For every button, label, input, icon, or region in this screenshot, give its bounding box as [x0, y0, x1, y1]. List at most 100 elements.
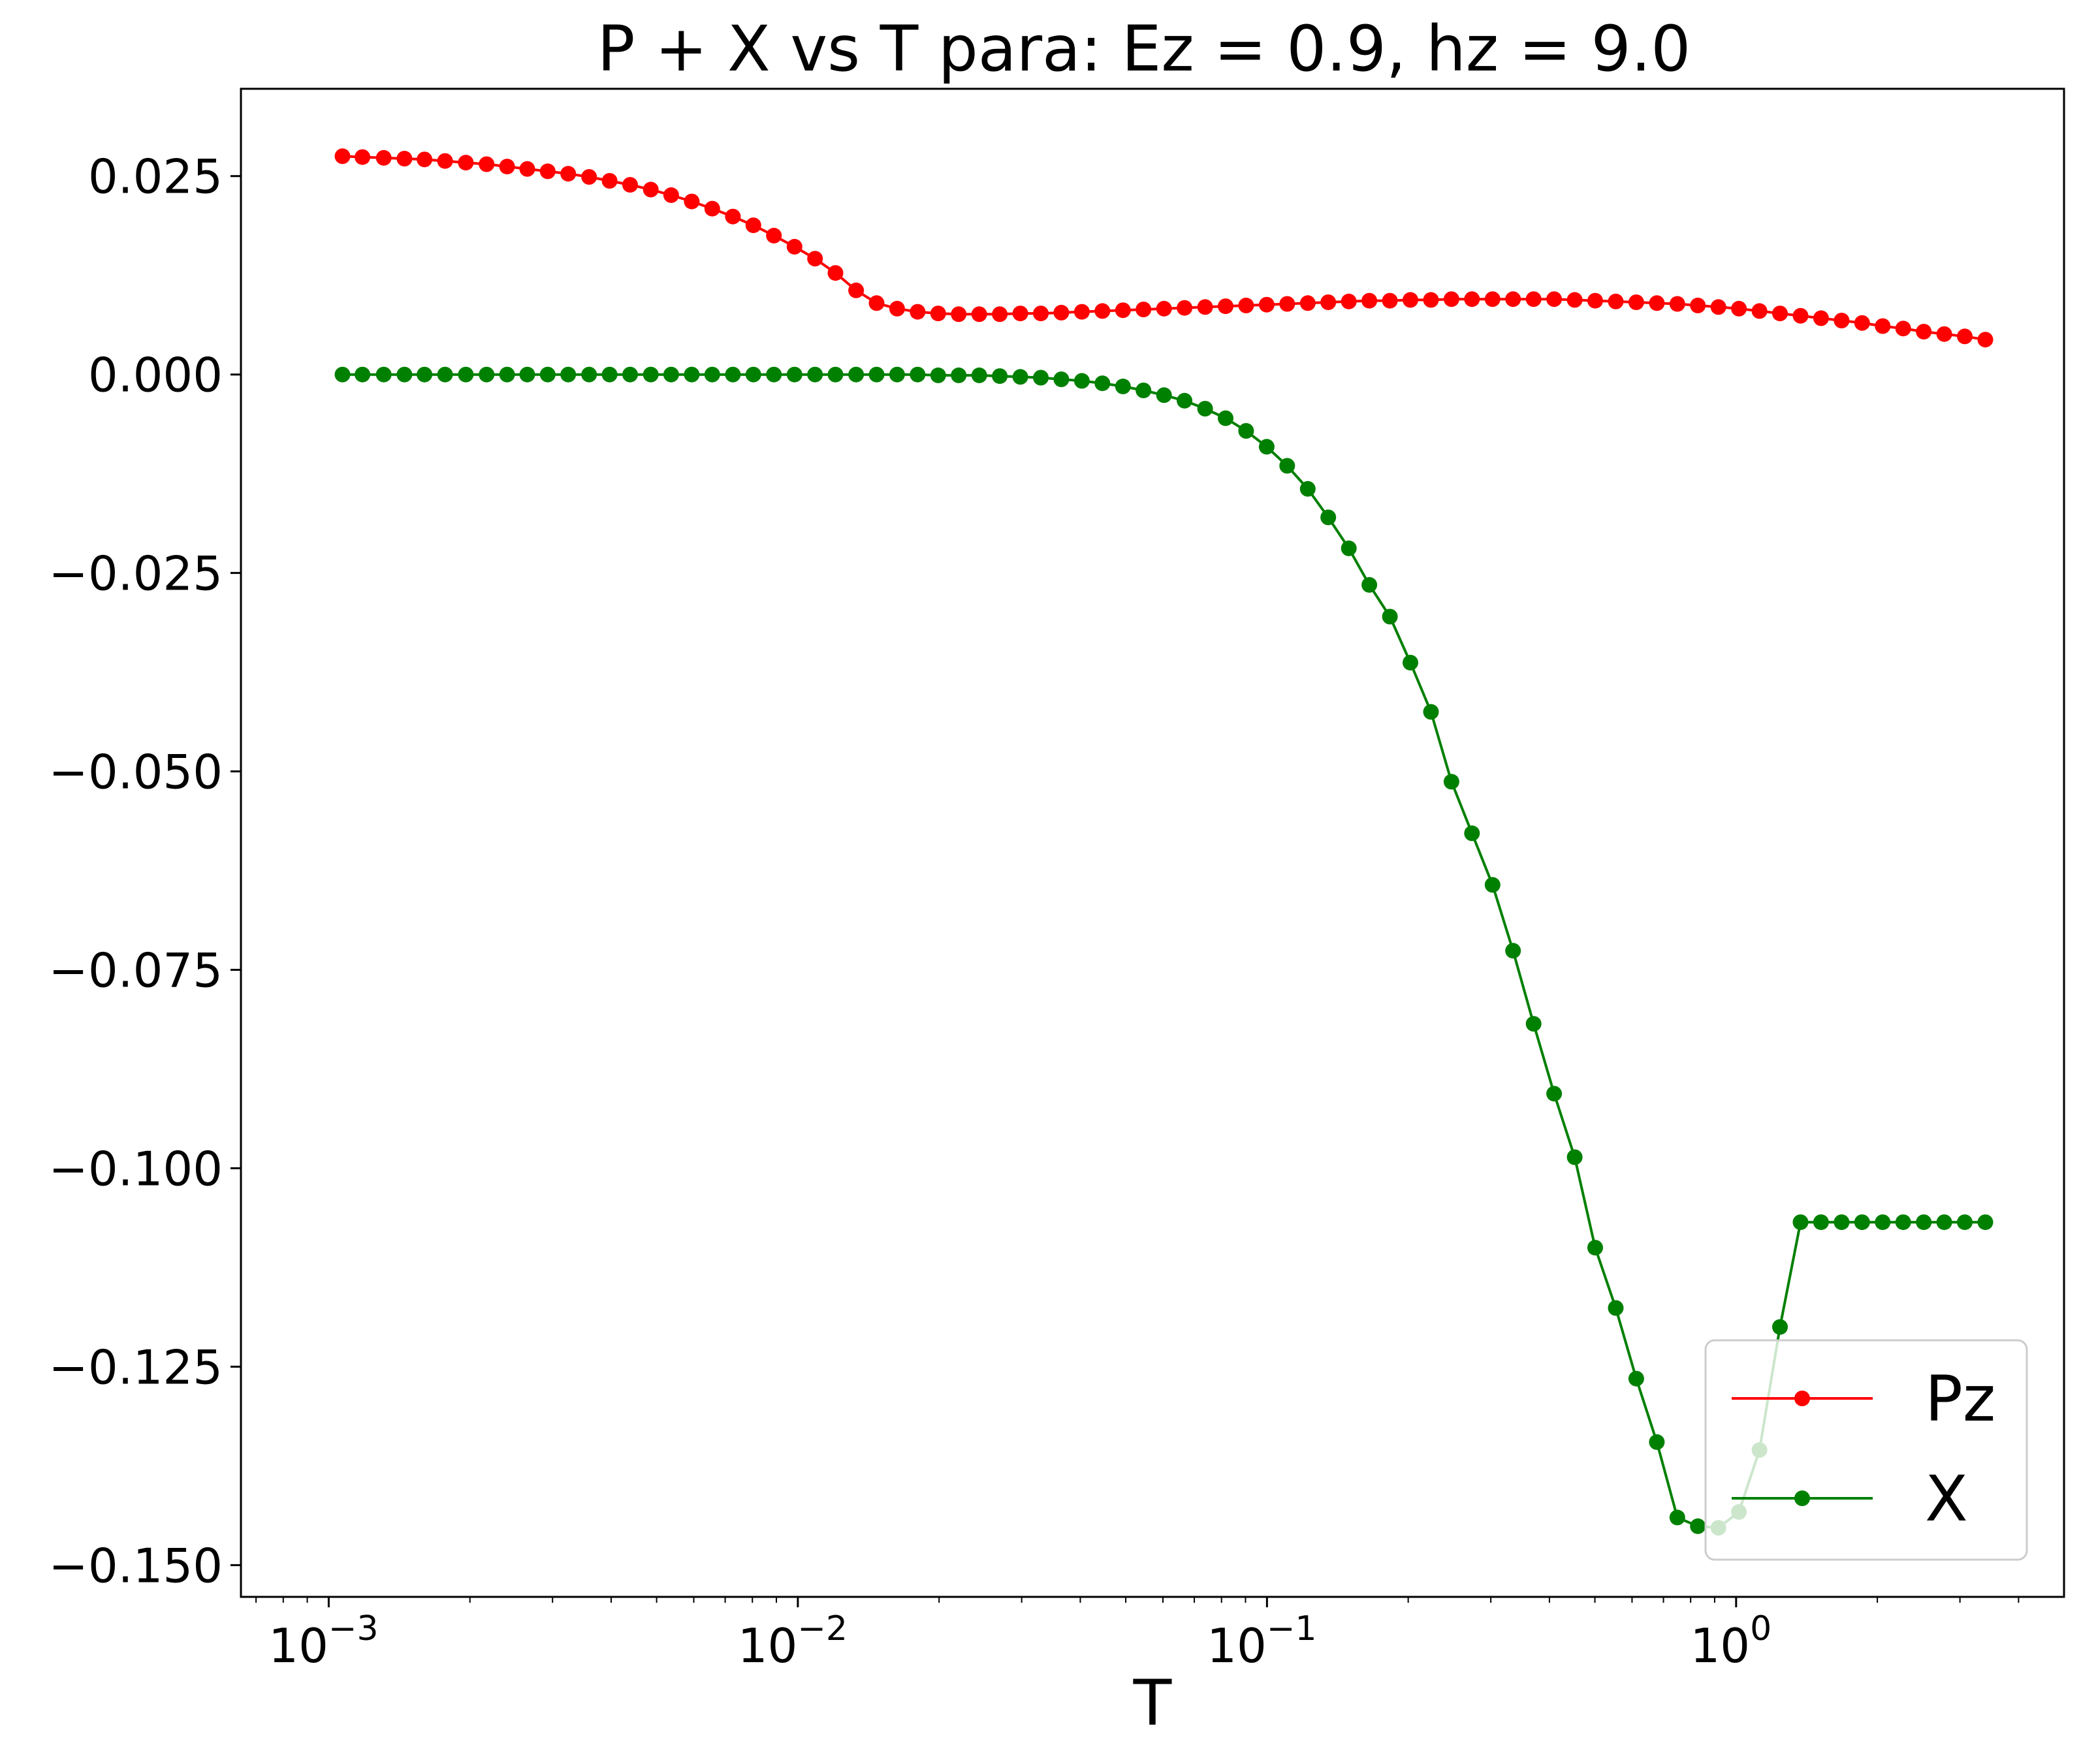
data-point: [1320, 509, 1337, 526]
data-point: [499, 366, 515, 383]
data-point: [1197, 299, 1213, 315]
data-point: [1115, 302, 1131, 319]
y-tick-label: −0.075: [49, 943, 223, 998]
y-tick-label: −0.125: [49, 1340, 223, 1394]
data-point: [1382, 608, 1398, 625]
data-point: [1628, 294, 1644, 310]
data-point: [1649, 1434, 1665, 1450]
data-point: [1690, 1518, 1706, 1534]
legend-label-Pz: Pz: [1925, 1362, 1995, 1436]
data-point: [643, 366, 659, 383]
data-point: [1710, 299, 1726, 315]
data-point: [1258, 296, 1275, 313]
data-point: [1218, 298, 1233, 315]
data-point: [1505, 943, 1521, 959]
data-point: [1423, 704, 1439, 720]
data-point: [1382, 292, 1398, 309]
data-point: [1279, 296, 1295, 312]
data-point: [868, 366, 885, 383]
data-point: [1299, 480, 1316, 497]
data-point: [560, 366, 577, 383]
data-point: [601, 173, 618, 189]
data-point: [1669, 1509, 1685, 1526]
data-point: [1854, 315, 1870, 331]
data-point: [1772, 306, 1788, 322]
data-point: [375, 150, 392, 166]
x-tick-label: 10−3: [268, 1609, 378, 1673]
data-point: [1772, 1319, 1788, 1335]
data-point: [1094, 375, 1111, 392]
data-point: [539, 366, 556, 383]
data-point: [1464, 291, 1480, 307]
data-point: [499, 159, 515, 175]
data-point: [889, 300, 905, 317]
data-point: [1423, 292, 1439, 308]
data-point: [1012, 369, 1028, 385]
y-tick-label: −0.025: [49, 546, 223, 601]
data-point: [684, 366, 700, 383]
data-point: [581, 169, 597, 185]
data-point: [417, 151, 433, 168]
data-point: [1464, 825, 1480, 842]
data-point: [663, 187, 679, 203]
data-point: [1792, 1214, 1809, 1231]
data-point: [1587, 1240, 1603, 1256]
data-point: [1341, 540, 1357, 556]
y-tick-label: −0.150: [49, 1538, 223, 1593]
data-point: [1649, 295, 1665, 311]
y-axis: 0.025 0.000 −0.025 −0.050 −0.075 −0.100 −0.125…: [49, 150, 241, 1593]
data-point: [539, 163, 556, 180]
data-point: [745, 366, 761, 383]
x-tick-label: 10−1: [1207, 1609, 1316, 1673]
legend: Pz X: [1704, 1339, 2028, 1561]
data-point: [1505, 291, 1521, 307]
data-point: [1258, 439, 1275, 455]
data-point: [1115, 378, 1131, 394]
data-point: [1813, 1214, 1829, 1231]
data-point: [1136, 383, 1152, 398]
data-point: [725, 208, 741, 225]
data-point: [992, 368, 1008, 385]
data-point: [479, 156, 495, 172]
data-point: [560, 166, 577, 182]
data-point: [1073, 373, 1090, 389]
data-point: [1936, 326, 1952, 342]
y-tick-label: −0.100: [49, 1141, 223, 1196]
data-point: [1053, 304, 1070, 321]
data-point: [951, 306, 967, 323]
chart-title: P + X vs T para: Ez = 0.9, hz = 9.0: [597, 12, 1691, 86]
data-point: [1546, 1086, 1563, 1102]
data-point: [1443, 774, 1459, 790]
data-point: [1690, 297, 1706, 313]
data-point: [1341, 293, 1357, 309]
data-point: [1403, 292, 1418, 308]
data-point: [1669, 296, 1685, 312]
data-point: [930, 306, 946, 322]
y-tick-label: −0.050: [49, 745, 223, 800]
data-point: [868, 295, 885, 311]
data-point: [1238, 297, 1254, 313]
data-point: [1403, 655, 1418, 670]
data-point: [1936, 1214, 1952, 1231]
data-point: [745, 217, 761, 234]
data-point: [1957, 1214, 1973, 1231]
data-point: [1916, 1214, 1932, 1231]
data-point: [1443, 291, 1459, 307]
data-point: [1875, 1214, 1891, 1231]
data-point: [1546, 291, 1563, 307]
data-point: [1566, 292, 1583, 308]
data-point: [1977, 332, 1994, 348]
legend-marker-Pz: [1794, 1391, 1810, 1406]
data-point: [684, 193, 700, 210]
data-point: [1361, 576, 1378, 593]
data-point: [1731, 300, 1747, 317]
x-tick-label: 10−2: [738, 1609, 848, 1673]
data-point: [622, 366, 638, 383]
data-point: [848, 366, 865, 383]
data-point: [1053, 371, 1070, 387]
data-point: [827, 366, 844, 383]
x-axis: 10−3 10−2 10−1 100: [255, 1597, 2020, 1673]
x-axis-label: T: [1133, 1667, 1172, 1740]
legend-box: [1704, 1339, 2028, 1561]
